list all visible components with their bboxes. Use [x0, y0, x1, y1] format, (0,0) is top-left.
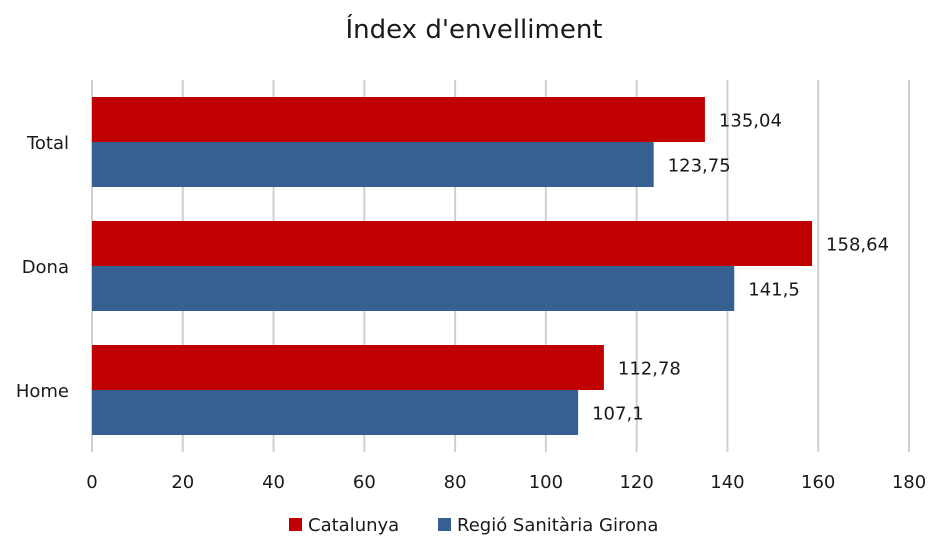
data-label: 141,5	[748, 280, 800, 301]
bar	[92, 221, 813, 266]
bar	[92, 266, 735, 311]
category-label: Total	[26, 133, 69, 154]
data-label: 158,64	[826, 235, 889, 256]
data-labels: 135,04 123,75 158,64 141,5 112,78 107,1	[592, 111, 889, 425]
category-labels: Total Dona Home	[16, 133, 69, 402]
bar	[92, 390, 579, 435]
data-label: 135,04	[719, 111, 782, 132]
legend-label: Catalunya	[308, 515, 399, 536]
x-tick-label: 140	[710, 472, 744, 493]
legend-swatch	[438, 518, 451, 531]
bar	[92, 345, 604, 390]
chart-title: Índex d'envelliment	[345, 13, 602, 45]
x-tick-label: 0	[86, 472, 97, 493]
x-tick-label: 160	[801, 472, 835, 493]
category-label: Dona	[22, 257, 69, 278]
data-label: 107,1	[592, 404, 644, 425]
x-tick-label: 80	[444, 472, 467, 493]
legend-label: Regió Sanitària Girona	[457, 515, 658, 536]
x-axis-tick-labels: 0 20 40 60 80 100 120 140 160 180	[86, 472, 926, 493]
legend-swatch	[289, 518, 302, 531]
x-tick-label: 180	[892, 472, 926, 493]
legend: Catalunya Regió Sanitària Girona	[289, 515, 658, 536]
category-label: Home	[16, 381, 69, 402]
x-tick-label: 20	[171, 472, 194, 493]
x-tick-label: 40	[262, 472, 285, 493]
x-tick-label: 120	[619, 472, 653, 493]
x-tick-label: 100	[529, 472, 563, 493]
bar	[92, 142, 654, 187]
bars	[92, 97, 813, 435]
data-label: 123,75	[668, 156, 731, 177]
bar	[92, 97, 705, 142]
x-tick-label: 60	[353, 472, 376, 493]
data-label: 112,78	[618, 359, 681, 380]
